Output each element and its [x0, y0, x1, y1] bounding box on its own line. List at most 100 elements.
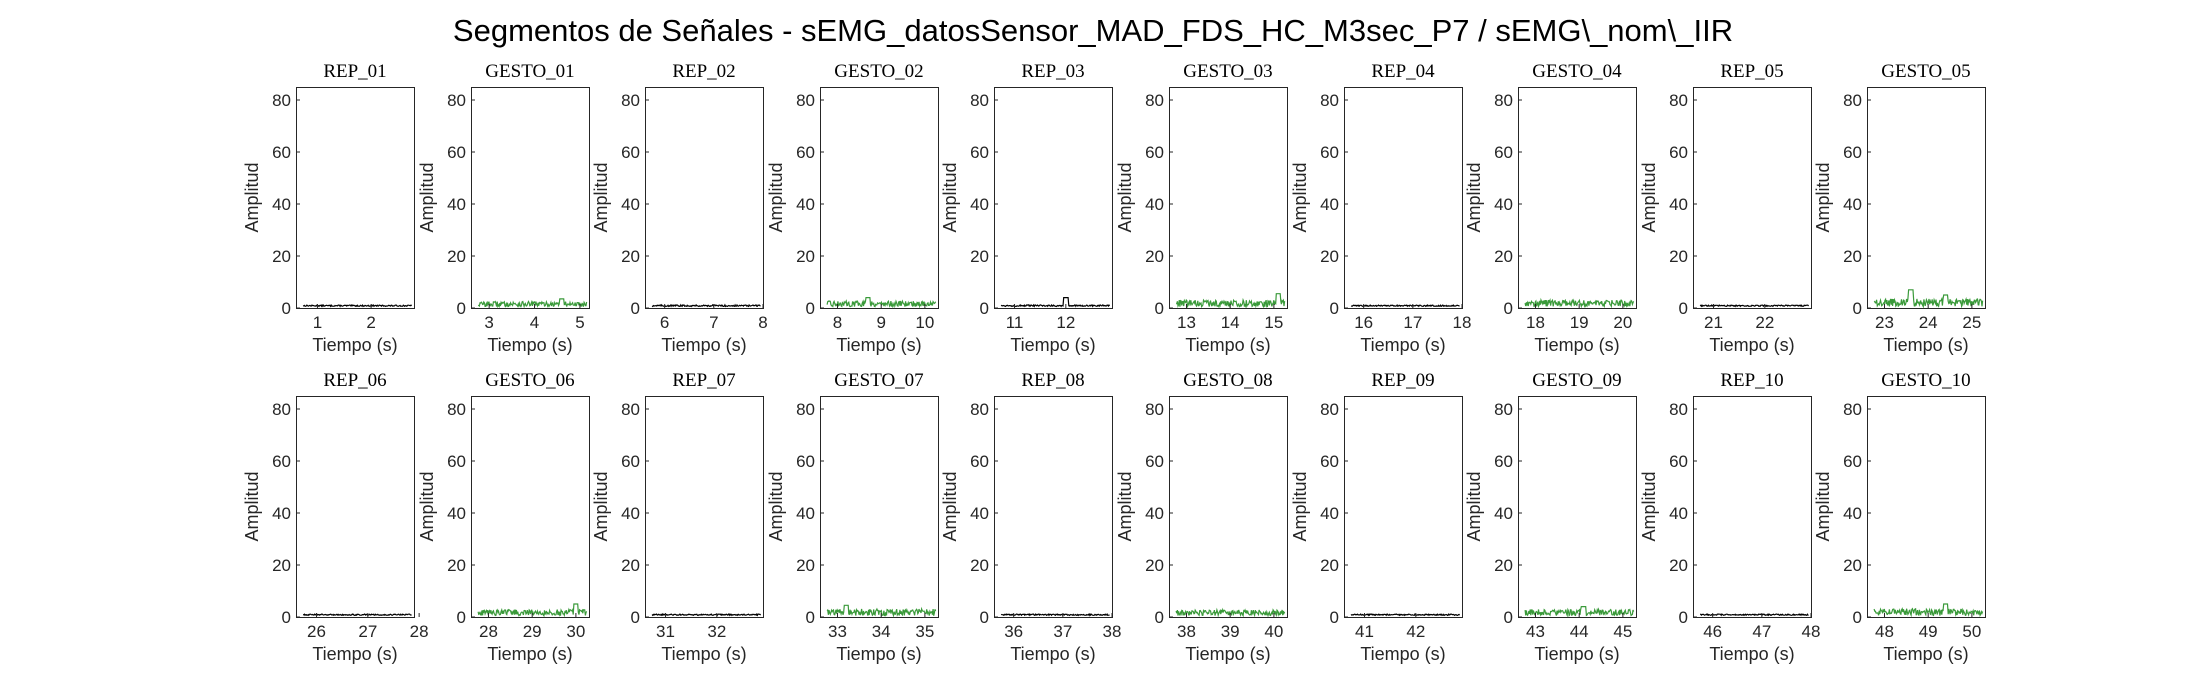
- x-tick-label: 18: [1526, 313, 1545, 332]
- plot-area: [820, 87, 939, 309]
- y-tick-label: 0: [631, 608, 640, 627]
- x-axis-label: Tiempo (s): [1883, 335, 1968, 355]
- figure-title: Segmentos de Señales - sEMG_datosSensor_…: [453, 13, 1733, 48]
- y-tick-label: 0: [457, 608, 466, 627]
- x-axis-label: Tiempo (s): [836, 644, 921, 664]
- subplot-gesto-09: GESTO_09 0 20 40 60 80 43 44 45 Tiempo (s) Amplitu…: [1464, 370, 1637, 664]
- y-tick-label: 80: [447, 91, 466, 110]
- x-tick-label: 39: [1221, 622, 1240, 641]
- y-tick-label: 40: [1494, 504, 1513, 523]
- y-tick-label: 60: [272, 452, 291, 471]
- y-tick-label: 80: [1145, 400, 1164, 419]
- x-tick-label: 37: [1053, 622, 1072, 641]
- x-tick-label: 22: [1755, 313, 1774, 332]
- gesto-signal-line: [1524, 297, 1635, 309]
- x-tick-label: 8: [833, 313, 842, 332]
- x-tick-label: 34: [872, 622, 891, 641]
- x-tick-label: 38: [1103, 622, 1122, 641]
- subplot-title: GESTO_07: [834, 370, 923, 391]
- y-tick-label: 0: [1330, 608, 1339, 627]
- y-tick-label: 40: [796, 504, 815, 523]
- y-tick-label: 60: [1843, 143, 1862, 162]
- y-tick-label: 80: [796, 400, 815, 419]
- x-axis-label: Tiempo (s): [312, 644, 397, 664]
- y-tick-label: 0: [980, 608, 989, 627]
- subplot-title: REP_05: [1720, 61, 1783, 82]
- subplot-title: REP_01: [323, 61, 386, 82]
- x-tick-label: 9: [876, 313, 885, 332]
- x-tick-label: 43: [1526, 622, 1545, 641]
- plot-area: [471, 87, 590, 309]
- x-axis-label: Tiempo (s): [1360, 644, 1445, 664]
- y-tick-label: 20: [970, 247, 989, 266]
- y-tick-label: 60: [970, 143, 989, 162]
- plot-area: [471, 396, 590, 618]
- plot-area: [1518, 396, 1637, 618]
- subplot-title: REP_04: [1371, 61, 1435, 82]
- x-tick-label: 1: [313, 313, 322, 332]
- plot-area: [1518, 87, 1637, 309]
- x-axis-label: Tiempo (s): [1534, 335, 1619, 355]
- subplot-rep-06: REP_06 0 20 40 60 80 26 27 28 Tiempo (s) Amplitud: [242, 370, 429, 664]
- y-tick-label: 40: [1494, 195, 1513, 214]
- y-tick-label: 60: [796, 452, 815, 471]
- y-tick-label: 0: [1330, 299, 1339, 318]
- y-tick-label: 0: [806, 608, 815, 627]
- gesto-signal-line: [826, 297, 937, 309]
- x-tick-label: 27: [358, 622, 377, 641]
- subplot-title: GESTO_10: [1881, 370, 1970, 391]
- y-tick-label: 20: [796, 247, 815, 266]
- rep-signal-line: [1700, 613, 1809, 617]
- gesto-signal-line: [826, 604, 937, 618]
- y-tick-label: 0: [1679, 608, 1688, 627]
- y-tick-label: 40: [796, 195, 815, 214]
- x-tick-label: 18: [1453, 313, 1472, 332]
- y-tick-label: 60: [1669, 452, 1688, 471]
- subplot-gesto-03: GESTO_03 0 20 40 60 80 13 14 15 Tiempo (s) Amplitu…: [1115, 61, 1288, 355]
- subplot-rep-09: REP_09 0 20 40 60 80 41 42 Tiempo (s) Amplitud: [1290, 370, 1463, 664]
- x-axis-label: Tiempo (s): [1709, 335, 1794, 355]
- y-tick-label: 60: [1494, 452, 1513, 471]
- y-axis-label: Amplitud: [1813, 162, 1833, 232]
- y-tick-label: 40: [272, 195, 291, 214]
- y-tick-label: 80: [970, 400, 989, 419]
- x-tick-label: 46: [1703, 622, 1722, 641]
- plot-area: [1169, 396, 1288, 618]
- x-tick-label: 40: [1264, 622, 1283, 641]
- y-tick-label: 40: [447, 504, 466, 523]
- subplot-rep-05: REP_05 0 20 40 60 80 21 22 Tiempo (s) Amplitud: [1639, 61, 1812, 355]
- y-tick-label: 20: [621, 247, 640, 266]
- y-tick-label: 20: [1669, 556, 1688, 575]
- y-tick-label: 0: [1504, 299, 1513, 318]
- y-tick-label: 40: [970, 504, 989, 523]
- y-tick-label: 20: [1843, 556, 1862, 575]
- x-axis-label: Tiempo (s): [1360, 335, 1445, 355]
- y-tick-label: 80: [1843, 91, 1862, 110]
- x-tick-label: 48: [1802, 622, 1821, 641]
- y-tick-label: 20: [1494, 556, 1513, 575]
- y-tick-label: 0: [1679, 299, 1688, 318]
- y-axis-label: Amplitud: [591, 162, 611, 232]
- subplot-rep-07: REP_07 0 20 40 60 80 31 32 Tiempo (s) Amplitud: [591, 370, 764, 664]
- x-tick-label: 12: [1056, 313, 1075, 332]
- subplot-title: REP_08: [1021, 370, 1084, 391]
- y-tick-label: 20: [272, 247, 291, 266]
- y-axis-label: Amplitud: [1813, 471, 1833, 541]
- subplot-title: GESTO_01: [485, 61, 574, 82]
- y-tick-label: 80: [1843, 400, 1862, 419]
- y-tick-label: 60: [621, 143, 640, 162]
- y-axis-label: Amplitud: [1115, 162, 1135, 232]
- y-tick-label: 0: [457, 299, 466, 318]
- x-tick-label: 47: [1752, 622, 1771, 641]
- subplot-title: REP_07: [672, 370, 735, 391]
- y-axis-label: Amplitud: [242, 162, 262, 232]
- x-axis-label: Tiempo (s): [1185, 644, 1270, 664]
- subplot-title: GESTO_04: [1532, 61, 1622, 82]
- y-tick-label: 60: [272, 143, 291, 162]
- y-tick-label: 80: [1494, 91, 1513, 110]
- rep-signal-line: [651, 303, 761, 308]
- x-axis-label: Tiempo (s): [487, 335, 572, 355]
- plot-area: [994, 396, 1113, 618]
- x-tick-label: 10: [915, 313, 934, 332]
